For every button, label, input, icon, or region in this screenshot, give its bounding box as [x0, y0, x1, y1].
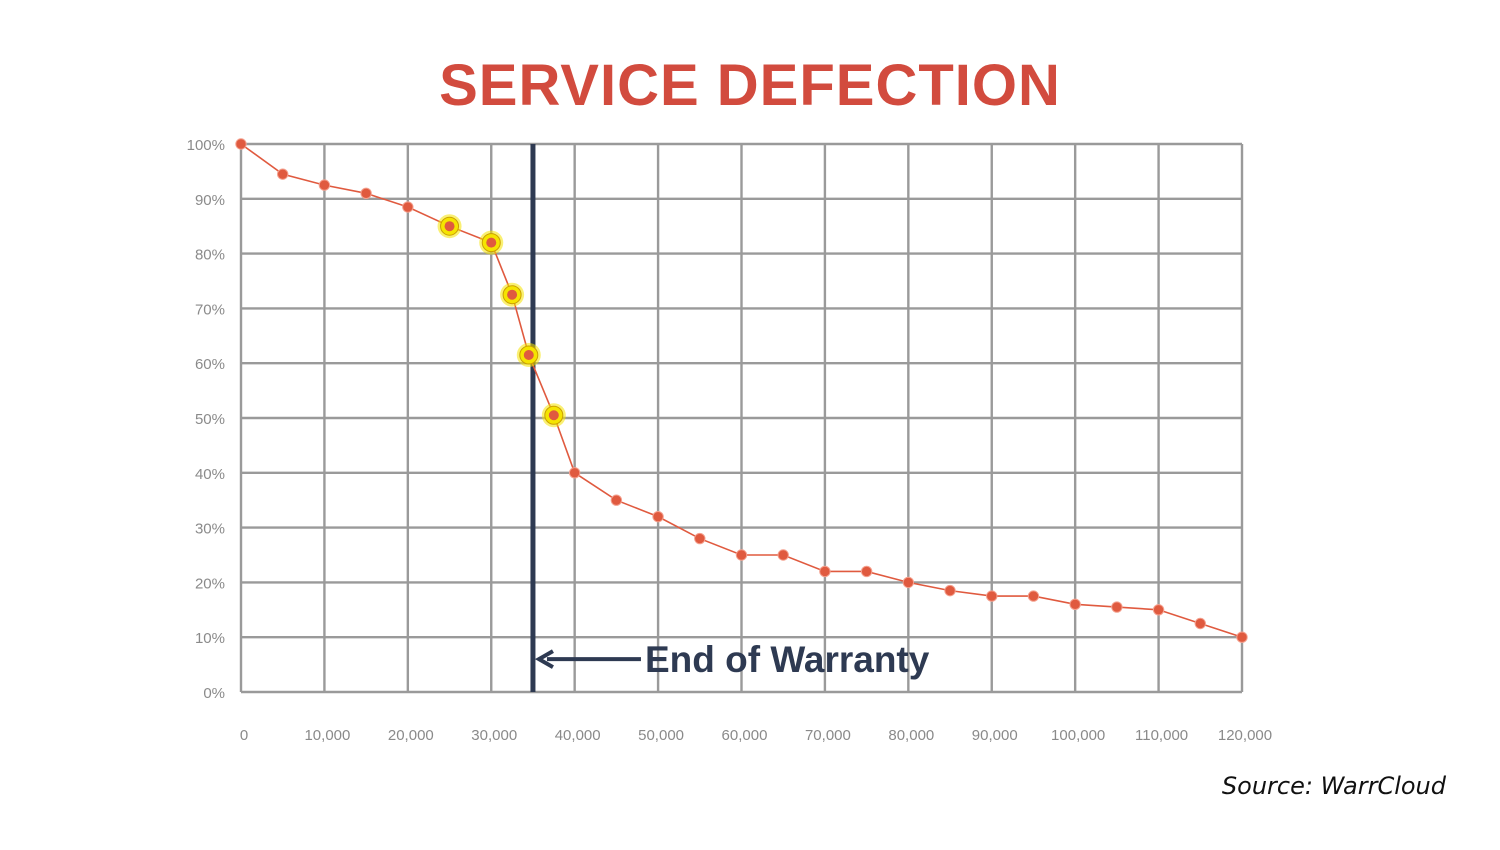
- y-axis-tick-labels: 0% 10% 20% 30% 40% 50% 60% 70% 80% 90% 100%: [187, 137, 225, 702]
- warranty-arrow-head: [534, 649, 554, 669]
- chart-grid: [239, 142, 1244, 694]
- data-point: [1236, 631, 1248, 643]
- y-tick-label: 80%: [195, 247, 225, 264]
- data-point: [318, 179, 331, 191]
- y-tick-label: 60%: [195, 356, 225, 373]
- data-point: [1152, 604, 1165, 616]
- y-tick-label: 90%: [195, 192, 225, 209]
- warranty-label: End of Warranty: [645, 639, 930, 680]
- annotation-group: [530, 144, 641, 692]
- x-tick-label: 50,000: [638, 727, 684, 744]
- data-point: [860, 565, 873, 578]
- data-point-highlighted: [507, 289, 518, 300]
- data-point-highlighted: [523, 349, 534, 360]
- x-tick-label: 90,000: [972, 727, 1018, 744]
- y-tick-label: 0%: [203, 685, 225, 702]
- x-axis-tick-labels: 0 10,000 20,000 30,000 40,000 50,000 60,000 70,…: [240, 727, 1272, 744]
- y-tick-label: 100%: [187, 137, 225, 154]
- y-tick-label: 40%: [195, 466, 225, 483]
- x-tick-label: 100,000: [1051, 727, 1105, 744]
- x-tick-label: 80,000: [888, 727, 934, 744]
- y-tick-label: 30%: [195, 521, 225, 538]
- data-point: [1069, 598, 1081, 611]
- x-tick-label: 20,000: [388, 727, 434, 744]
- x-tick-label: 40,000: [555, 727, 601, 744]
- data-point-highlighted: [486, 237, 497, 248]
- x-tick-label: 70,000: [805, 727, 851, 744]
- x-tick-label: 30,000: [471, 727, 517, 744]
- x-tick-label: 10,000: [304, 727, 350, 744]
- data-point: [944, 584, 956, 597]
- data-point: [694, 532, 706, 545]
- y-tick-label: 50%: [195, 411, 225, 428]
- data-point: [402, 201, 414, 213]
- chart-title: SERVICE DEFECTION: [439, 53, 1061, 118]
- x-tick-label: 0: [240, 727, 248, 744]
- y-tick-label: 10%: [195, 630, 225, 647]
- y-tick-label: 70%: [195, 301, 225, 318]
- data-point: [235, 138, 247, 150]
- x-tick-label: 60,000: [722, 727, 768, 744]
- data-point: [1027, 590, 1040, 602]
- data-point: [360, 187, 372, 200]
- data-point: [819, 565, 831, 578]
- x-tick-label: 110,000: [1135, 727, 1188, 744]
- data-point: [277, 168, 289, 180]
- data-point: [652, 510, 664, 523]
- data-point: [568, 467, 581, 479]
- data-point: [610, 494, 623, 506]
- source-caption: Source: WarrCloud: [1221, 772, 1446, 800]
- data-series: [235, 138, 1248, 643]
- annotation-text-group: End of Warranty: [645, 639, 930, 680]
- x-tick-label: 120,000: [1218, 727, 1272, 744]
- data-point: [1194, 617, 1206, 630]
- data-point: [777, 549, 789, 561]
- data-point: [902, 576, 915, 589]
- data-point: [986, 590, 998, 602]
- data-point-highlighted: [444, 221, 455, 232]
- data-point: [735, 549, 748, 561]
- data-point-highlighted: [548, 410, 559, 421]
- data-point: [1111, 601, 1123, 613]
- y-tick-label: 20%: [195, 575, 225, 592]
